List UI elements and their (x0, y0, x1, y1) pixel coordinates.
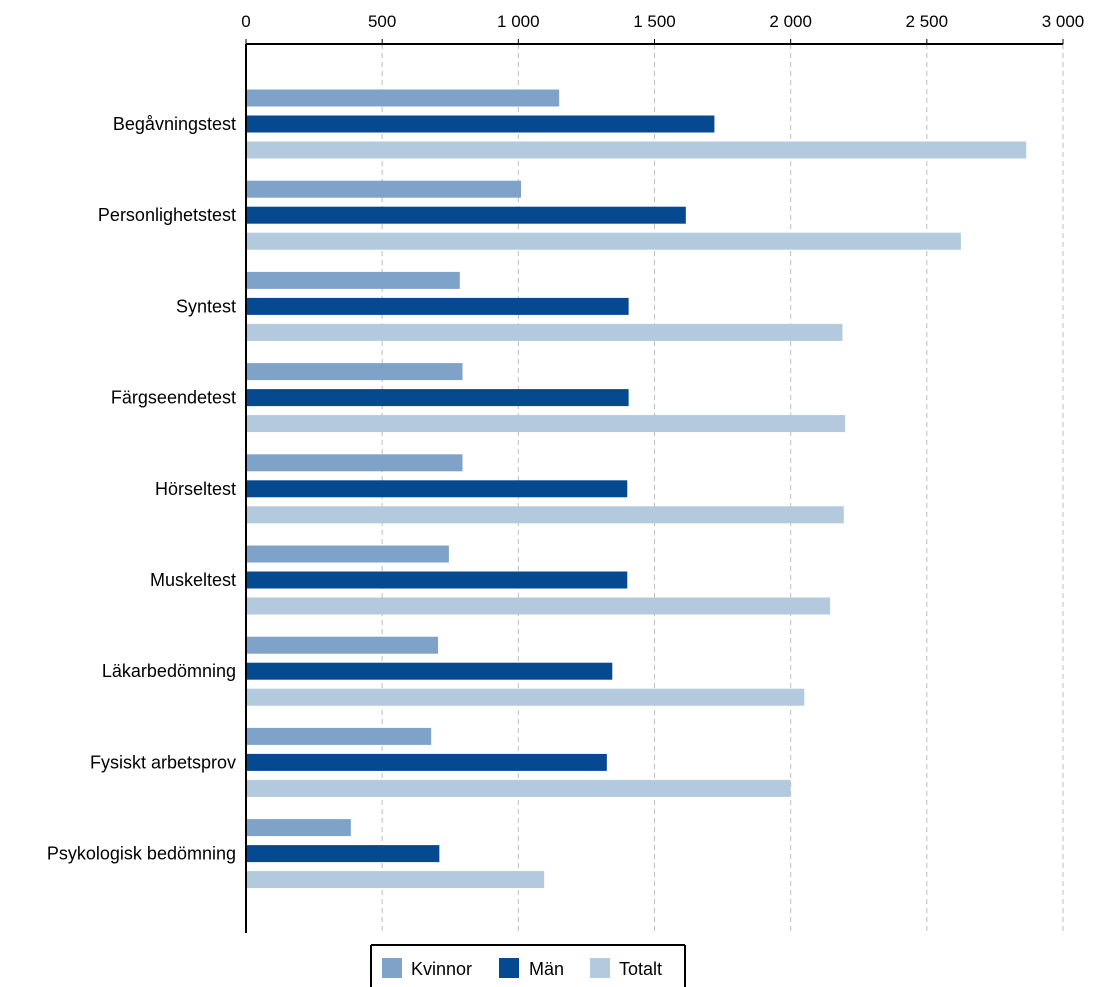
x-tick-label: 2 000 (769, 12, 812, 31)
legend-label: Totalt (619, 959, 662, 979)
bar-kvinnor (247, 636, 438, 654)
legend-label: Kvinnor (411, 959, 472, 979)
x-tick-label: 1 000 (497, 12, 540, 31)
bar-man (247, 845, 440, 863)
bar-kvinnor (247, 271, 460, 289)
bar-kvinnor (247, 454, 463, 472)
x-tick-label: 1 500 (633, 12, 676, 31)
category-label: Hörseltest (155, 479, 236, 499)
legend: Kvinnor Män Totalt (370, 944, 686, 987)
bar-totalt (247, 871, 545, 889)
category-label: Muskeltest (150, 570, 236, 590)
legend-swatch (590, 958, 610, 978)
bar-kvinnor (247, 819, 351, 837)
bar-kvinnor (247, 727, 432, 745)
legend-swatch (499, 958, 519, 978)
legend-label: Män (529, 959, 564, 979)
bar-man (247, 571, 628, 589)
bar-totalt (247, 141, 1027, 159)
bars (247, 89, 1027, 889)
bar-totalt (247, 779, 791, 797)
x-tick-label: 500 (368, 12, 396, 31)
bar-totalt (247, 323, 843, 341)
category-label: Fysiskt arbetsprov (90, 752, 236, 772)
bar-man (247, 662, 613, 680)
bar-totalt (247, 415, 846, 433)
bar-totalt (247, 232, 961, 250)
category-label: Syntest (176, 296, 236, 316)
category-label: Psykologisk bedömning (47, 844, 236, 864)
bar-kvinnor (247, 363, 463, 381)
bar-kvinnor (247, 180, 522, 198)
bar-totalt (247, 688, 805, 706)
bar-man (247, 480, 628, 498)
category-labels: Begåvningstest Personlighetstest Syntest Fä… (47, 114, 236, 864)
category-label: Personlighetstest (98, 205, 236, 225)
legend-box (371, 945, 685, 987)
x-tick-label: 0 (241, 12, 250, 31)
category-label: Färgseendetest (111, 388, 236, 408)
bar-man (247, 753, 607, 771)
bar-man (247, 297, 629, 315)
bar-man (247, 206, 686, 224)
bar-kvinnor (247, 89, 560, 107)
legend-swatch (382, 958, 402, 978)
bar-man (247, 115, 715, 133)
bar-man (247, 389, 629, 407)
x-tick-label: 3 000 (1042, 12, 1085, 31)
bar-totalt (247, 506, 844, 524)
category-label: Läkarbedömning (102, 661, 236, 681)
x-axis: 0 500 1 000 1 500 2 000 2 500 3 000 (241, 12, 1084, 933)
bar-kvinnor (247, 545, 449, 563)
x-tick-label: 2 500 (906, 12, 949, 31)
bar-totalt (247, 597, 831, 615)
category-label: Begåvningstest (113, 114, 236, 134)
